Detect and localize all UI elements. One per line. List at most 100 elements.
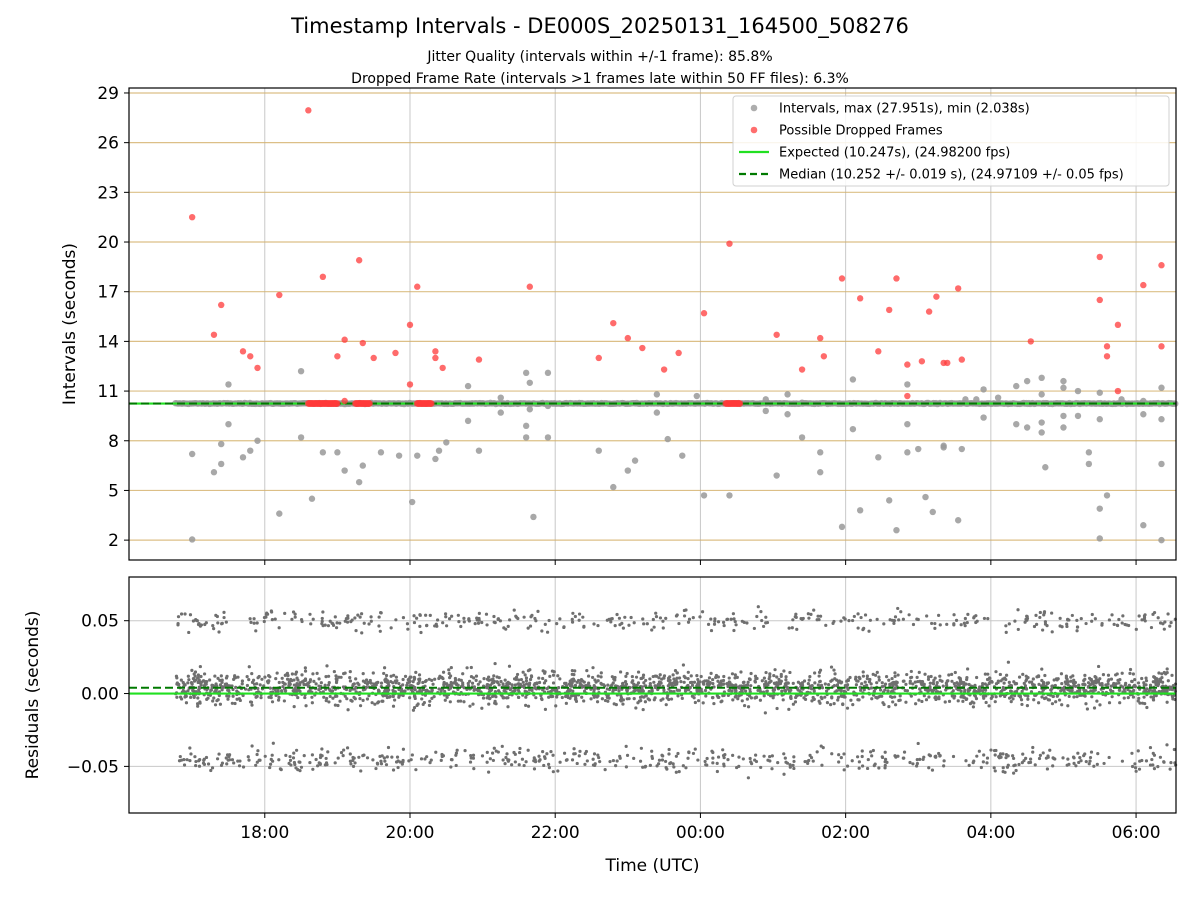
- residual-point: [495, 680, 499, 684]
- dropped-frame-point: [904, 361, 911, 368]
- interval-point: [319, 449, 327, 456]
- residual-point: [675, 671, 679, 675]
- residual-point: [654, 611, 658, 615]
- residual-point: [277, 758, 281, 762]
- residual-point: [1072, 695, 1076, 699]
- residual-point: [1011, 697, 1015, 701]
- residual-point: [317, 684, 321, 688]
- residual-point: [836, 695, 841, 699]
- residual-point: [1041, 751, 1045, 755]
- interval-point: [962, 396, 969, 403]
- residual-point: [406, 678, 410, 682]
- residual-point: [226, 758, 230, 762]
- residual-point: [986, 672, 990, 676]
- residual-point: [466, 684, 471, 688]
- residual-point: [821, 746, 825, 750]
- interval-point: [497, 409, 504, 416]
- residual-point: [679, 680, 683, 684]
- residual-point: [400, 689, 404, 693]
- residual-point: [1078, 756, 1082, 760]
- residual-point: [693, 747, 697, 751]
- residual-point: [488, 696, 492, 700]
- residual-point: [360, 631, 364, 635]
- residual-point: [839, 619, 843, 623]
- residual-point: [486, 694, 490, 698]
- residual-point: [1065, 622, 1069, 626]
- residual-point: [1160, 672, 1164, 676]
- residual-point: [1128, 671, 1132, 675]
- residual-point: [962, 621, 966, 625]
- interval-point: [1140, 522, 1147, 529]
- residual-point: [794, 615, 798, 619]
- interval-point: [1060, 384, 1067, 391]
- residual-point: [365, 697, 370, 701]
- residual-point: [512, 608, 516, 612]
- residual-point: [338, 699, 342, 703]
- residual-point: [291, 689, 295, 693]
- residual-point: [309, 622, 313, 626]
- residual-point: [1065, 624, 1069, 629]
- residual-point: [1034, 613, 1038, 618]
- residual-point: [1029, 757, 1033, 761]
- residual-point: [1162, 670, 1166, 675]
- residual-point: [540, 697, 544, 702]
- residual-point: [557, 685, 561, 690]
- residual-point: [806, 759, 810, 764]
- residual-point: [681, 764, 685, 768]
- residual-point: [311, 617, 315, 621]
- residual-point: [790, 626, 794, 630]
- residual-point: [1004, 630, 1008, 634]
- residual-point: [175, 676, 179, 680]
- residual-point: [781, 698, 785, 702]
- dropped-frame-point: [276, 291, 283, 299]
- residual-point: [287, 680, 291, 684]
- residual-point: [341, 753, 345, 758]
- residual-point: [1083, 752, 1087, 756]
- residual-point: [406, 627, 410, 631]
- residual-point: [1024, 687, 1029, 691]
- residual-point: [369, 681, 373, 685]
- residual-point: [573, 614, 577, 619]
- residual-point: [671, 762, 675, 766]
- residual-point: [943, 700, 947, 704]
- residual-point: [424, 613, 428, 617]
- residual-point: [334, 626, 339, 630]
- residual-point: [1084, 702, 1088, 706]
- residual-point: [270, 617, 274, 622]
- residual-point: [532, 756, 536, 760]
- residual-point: [611, 758, 615, 763]
- residual-point: [348, 688, 352, 693]
- residual-point: [421, 688, 425, 692]
- residual-point: [1093, 617, 1097, 621]
- residual-point: [636, 701, 640, 705]
- interval-point: [359, 462, 366, 469]
- residual-point: [783, 756, 787, 760]
- residual-point: [543, 707, 548, 711]
- residual-point: [599, 675, 603, 679]
- residual-point: [749, 696, 754, 700]
- residual-point: [570, 617, 574, 621]
- interval-point: [1038, 429, 1045, 436]
- residual-point: [1151, 751, 1155, 755]
- residual-point: [856, 612, 860, 616]
- residual-point: [378, 629, 382, 633]
- residual-point: [1069, 679, 1073, 683]
- residual-point: [1089, 678, 1093, 682]
- residual-point: [433, 624, 437, 628]
- residual-point: [498, 619, 502, 623]
- residual-point: [615, 612, 619, 617]
- residual-point: [791, 763, 795, 767]
- residual-point: [651, 674, 655, 679]
- residual-point: [205, 697, 209, 701]
- residual-point: [1041, 628, 1045, 632]
- residual-point: [1012, 764, 1016, 768]
- residual-point: [256, 676, 260, 680]
- residual-point: [835, 689, 839, 693]
- interval-point: [1103, 492, 1111, 499]
- residual-point: [837, 753, 841, 757]
- residual-point: [859, 688, 863, 692]
- residual-point: [285, 671, 290, 675]
- residual-point: [632, 697, 636, 701]
- top-y-axis-label: Intervals (seconds): [60, 243, 80, 405]
